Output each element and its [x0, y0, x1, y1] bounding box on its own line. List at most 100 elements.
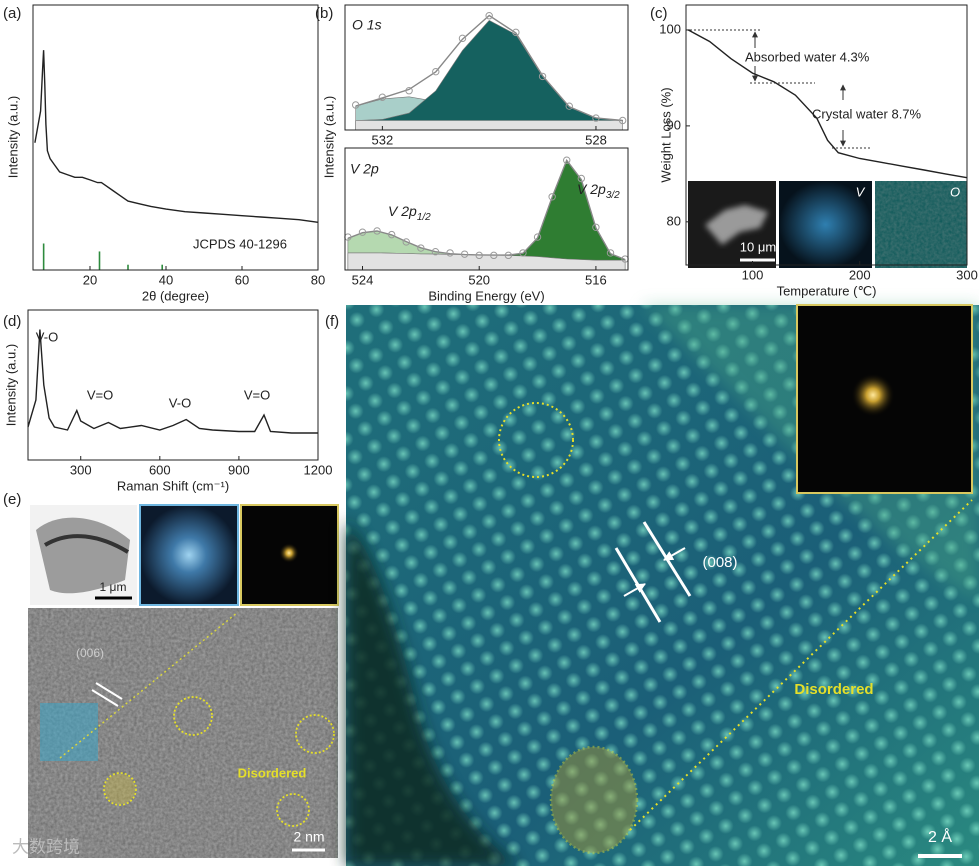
annotation: V-O — [169, 395, 191, 410]
annotation-subscript: 1/2 — [417, 212, 431, 223]
annotation: Absorbed water 4.3% — [745, 49, 870, 64]
point — [417, 244, 425, 252]
x-tick-label: 528 — [585, 132, 607, 147]
point — [460, 250, 469, 258]
x-tick-label: 300 — [956, 267, 978, 282]
plot-frame — [344, 147, 629, 271]
x-tick-label: 516 — [585, 272, 607, 287]
y-axis-label: Intensity (a.u.) — [3, 344, 18, 426]
annotation: V-O — [36, 329, 58, 344]
region-label: Disordered — [238, 765, 307, 780]
point — [475, 251, 483, 260]
point — [538, 72, 547, 81]
point — [358, 228, 367, 236]
point — [351, 101, 360, 109]
x-tick-label: 80 — [311, 272, 325, 287]
point — [405, 87, 413, 95]
annotation: JCPDS 40-1296 — [193, 236, 287, 251]
point — [373, 227, 381, 235]
point — [592, 223, 600, 232]
y-tick-label: 90 — [667, 117, 681, 132]
y-tick-label: 100 — [659, 21, 681, 36]
scale-bar-label: 2 Å — [928, 827, 952, 846]
point — [512, 28, 520, 37]
region-label: Disordered — [794, 681, 873, 698]
scale-bar-label: 10 μm — [740, 239, 776, 254]
panel-label: (c) — [650, 5, 668, 22]
annotation: V=O — [244, 387, 270, 402]
x-tick-label: 60 — [235, 272, 249, 287]
x-tick-label: 1200 — [304, 462, 333, 477]
area — [355, 120, 623, 131]
line — [355, 14, 623, 122]
annotation-text: V 2p — [577, 181, 606, 197]
tga-guides — [686, 29, 870, 149]
x-axis-label: Raman Shift (cm⁻¹) — [117, 478, 229, 493]
point — [577, 174, 586, 183]
annotation: V 2p1/2 — [388, 203, 431, 223]
x-tick-label: 520 — [468, 272, 490, 287]
annotation-subscript: 3/2 — [606, 190, 620, 201]
plot-frame — [685, 4, 968, 266]
eds-label: V — [856, 184, 866, 199]
panel-label: (a) — [3, 5, 21, 22]
point — [563, 156, 571, 164]
point — [504, 251, 513, 260]
point — [431, 248, 440, 256]
annotation-text: V 2p — [388, 203, 417, 219]
x-tick-label: 532 — [372, 132, 394, 147]
y-axis-label: Intensity (a.u.) — [5, 96, 20, 178]
point — [548, 193, 556, 201]
plane-label: (006) — [76, 646, 104, 660]
panel-e-images — [28, 504, 339, 858]
panel-label: (f) — [325, 313, 339, 330]
scale-bar-label: 1 μm — [100, 580, 127, 594]
plot-frame — [32, 4, 319, 271]
x-tick-label: 524 — [352, 272, 374, 287]
scale-bar-label: 2 nm — [293, 829, 324, 845]
plot-frame — [344, 4, 629, 131]
plane-label: (008) — [702, 554, 737, 571]
plot-frame — [27, 309, 319, 461]
point — [565, 102, 573, 110]
eds-insets — [688, 181, 967, 268]
point — [592, 114, 600, 122]
x-tick-label: 100 — [742, 267, 764, 282]
x-axis-label: 2θ (degree) — [142, 288, 209, 303]
line — [687, 29, 968, 179]
point — [378, 93, 387, 101]
x-tick-label: 20 — [83, 272, 97, 287]
annotation: V=O — [87, 387, 113, 402]
y-tick-label: 80 — [667, 213, 681, 228]
annotation: V 2p3/2 — [577, 181, 620, 201]
point — [458, 34, 467, 43]
x-axis-label: Temperature (℃) — [777, 283, 877, 298]
y-axis-label: Weight Loss (%) — [658, 87, 673, 182]
y-axis-label: Intensity (a.u.) — [321, 96, 336, 178]
panel-label: (e) — [3, 491, 21, 508]
point — [519, 249, 527, 257]
x-tick-label: 600 — [149, 462, 171, 477]
annotation: V 2p — [350, 161, 379, 177]
panel-label: (d) — [3, 313, 21, 330]
annotation: O 1s — [352, 17, 382, 33]
point — [402, 238, 410, 246]
point — [387, 230, 396, 239]
x-tick-label: 300 — [70, 462, 92, 477]
x-axis-label: Binding Energy (eV) — [428, 288, 544, 303]
x-tick-label: 200 — [849, 267, 871, 282]
panel-label: (b) — [315, 5, 333, 22]
point — [490, 251, 498, 260]
line — [34, 50, 319, 223]
point — [618, 116, 627, 125]
x-tick-label: 40 — [159, 272, 173, 287]
point — [533, 233, 542, 241]
point — [432, 67, 440, 76]
eds-label: O — [950, 184, 960, 199]
watermark: 大数跨境 — [12, 837, 80, 856]
point — [485, 12, 493, 20]
point — [606, 249, 615, 257]
line — [27, 329, 318, 434]
x-tick-label: 900 — [228, 462, 250, 477]
